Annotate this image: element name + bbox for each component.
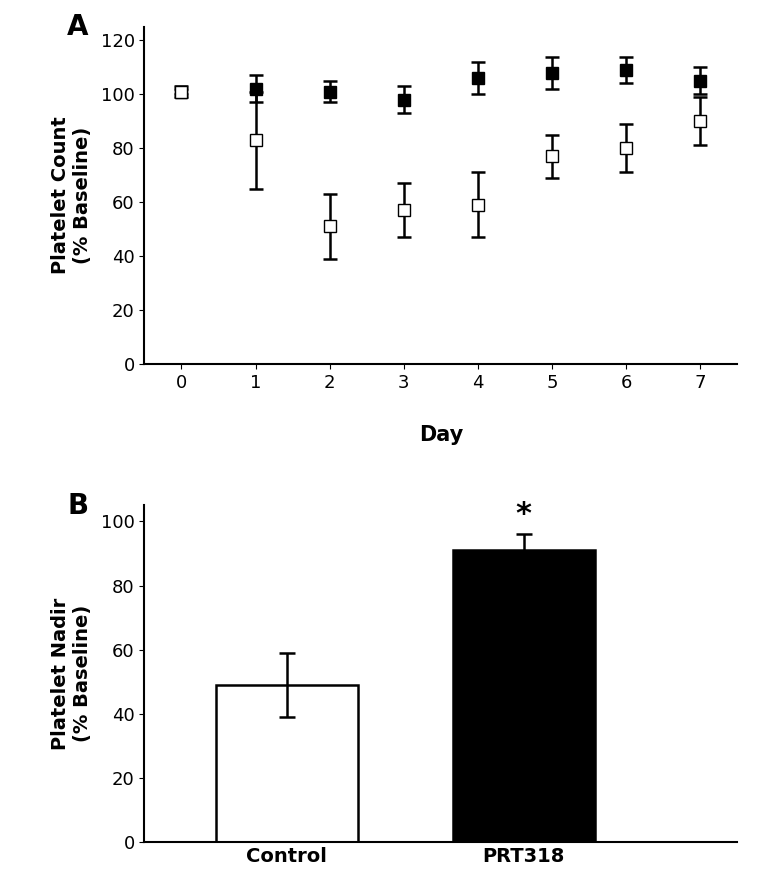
Bar xyxy=(453,550,595,842)
Text: B: B xyxy=(68,492,88,520)
Y-axis label: Platelet Count
(% Baseline): Platelet Count (% Baseline) xyxy=(51,116,92,274)
Text: A: A xyxy=(68,13,89,41)
Text: Day: Day xyxy=(419,425,463,444)
Y-axis label: Platelet Nadir
(% Baseline): Platelet Nadir (% Baseline) xyxy=(52,598,93,750)
Text: *: * xyxy=(516,500,532,530)
Bar xyxy=(216,685,358,842)
